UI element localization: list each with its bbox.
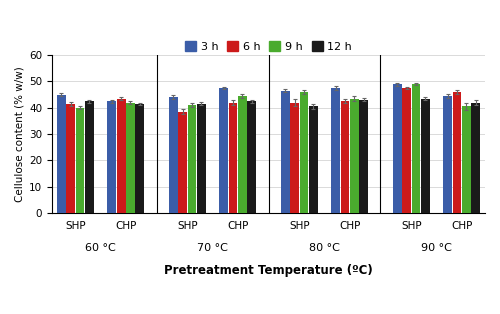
Bar [281,91,289,213]
Bar [169,97,178,213]
Bar [462,106,471,213]
Text: 80 °C: 80 °C [309,243,340,253]
Bar [452,92,462,213]
Bar [108,101,116,213]
Bar [248,101,256,213]
Bar [188,105,196,213]
Bar [300,92,308,213]
Bar [393,84,402,213]
Bar [238,96,247,213]
Bar [412,84,420,213]
Bar [340,101,349,213]
Y-axis label: Cellulose content (% w/w): Cellulose content (% w/w) [15,66,25,202]
Bar [220,88,228,213]
Bar [116,99,126,213]
Bar [332,88,340,213]
Bar [360,100,368,213]
Bar [178,112,187,213]
Bar [228,102,237,213]
Bar [290,102,299,213]
Bar [421,99,430,213]
X-axis label: Pretreatment Temperature (ºC): Pretreatment Temperature (ºC) [164,264,373,277]
Text: 70 °C: 70 °C [197,243,228,253]
Legend: 3 h, 6 h, 9 h, 12 h: 3 h, 6 h, 9 h, 12 h [180,37,356,56]
Bar [85,101,94,213]
Bar [402,88,411,213]
Bar [57,95,66,213]
Bar [309,106,318,213]
Text: 60 °C: 60 °C [85,243,116,253]
Text: 90 °C: 90 °C [421,243,452,253]
Bar [197,104,206,213]
Bar [471,102,480,213]
Bar [350,99,359,213]
Bar [443,96,452,213]
Bar [126,102,135,213]
Bar [136,104,144,213]
Bar [76,108,84,213]
Bar [66,104,75,213]
